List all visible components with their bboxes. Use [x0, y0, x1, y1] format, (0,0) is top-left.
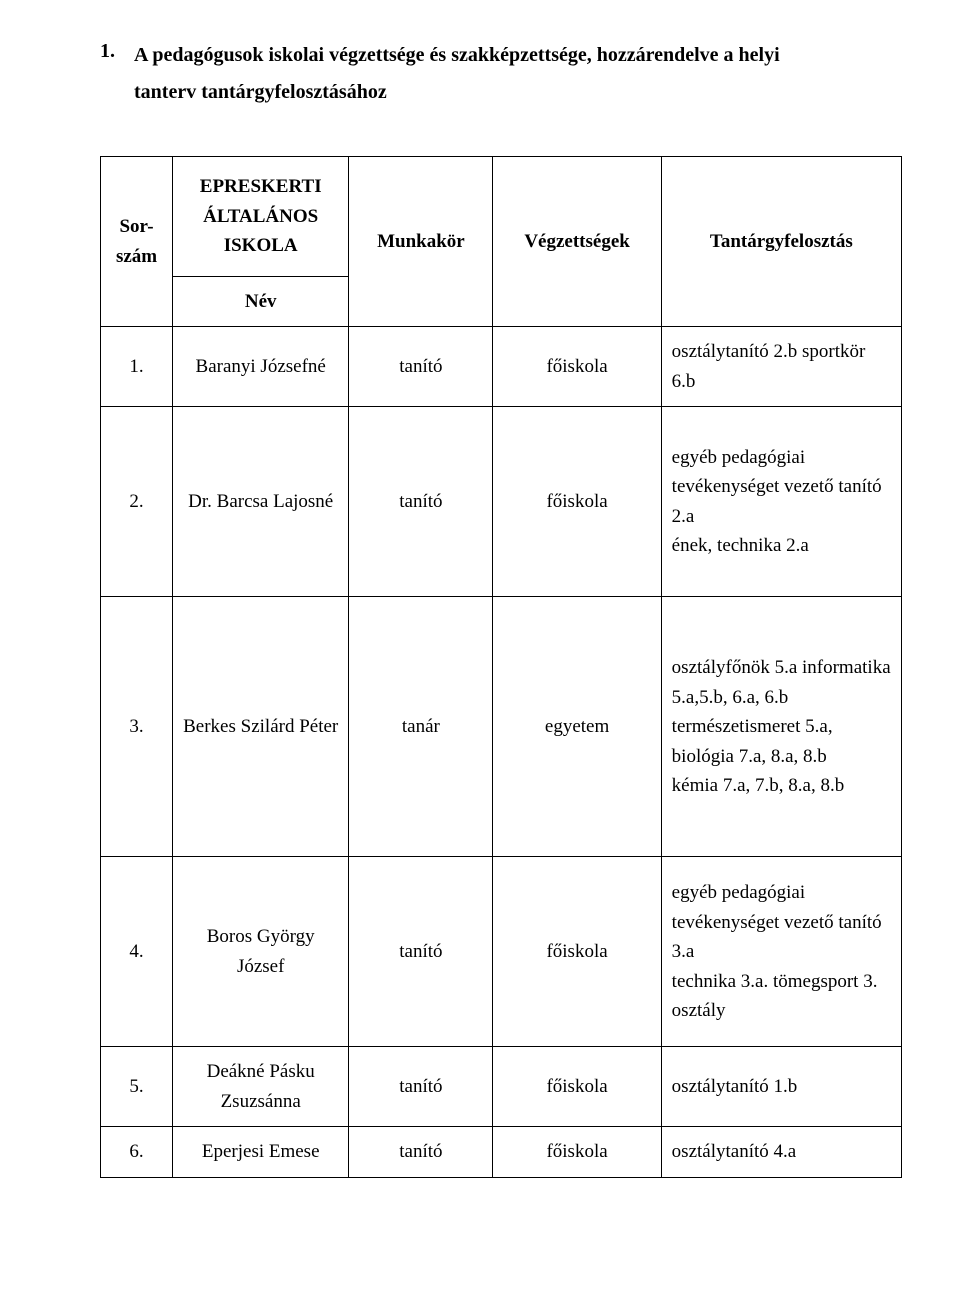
cell-name: Eperjesi Emese: [173, 1127, 349, 1177]
heading-line-2: tanterv tantárgyfelosztásához: [134, 77, 902, 108]
cell-name: Berkes Szilárd Péter: [173, 597, 349, 857]
cell-num: 4.: [101, 857, 173, 1047]
cell-tant: egyéb pedagógiai tevékenységet vezető ta…: [661, 407, 901, 597]
table-row: 5. Deákné Pásku Zsuzsánna tanító főiskol…: [101, 1047, 902, 1127]
cell-vegz: egyetem: [493, 597, 661, 857]
cell-name: Deákné Pásku Zsuzsánna: [173, 1047, 349, 1127]
cell-vegz: főiskola: [493, 327, 661, 407]
cell-tant: osztálytanító 2.b sportkör 6.b: [661, 327, 901, 407]
heading-line-1: A pedagógusok iskolai végzettsége és sza…: [134, 40, 902, 71]
table-row: 4. Boros György József tanító főiskola e…: [101, 857, 902, 1047]
cell-munk: tanító: [349, 857, 493, 1047]
cell-munk: tanító: [349, 407, 493, 597]
cell-vegz: főiskola: [493, 857, 661, 1047]
table-row: 1. Baranyi Józsefné tanító főiskola oszt…: [101, 327, 902, 407]
heading-number: 1.: [100, 40, 134, 63]
cell-vegz: főiskola: [493, 407, 661, 597]
cell-name: Boros György József: [173, 857, 349, 1047]
header-nev-top: EPRESKERTI ÁLTALÁNOS ISKOLA: [173, 157, 349, 277]
header-vegzettsegek: Végzettségek: [493, 157, 661, 327]
cell-num: 2.: [101, 407, 173, 597]
table-row: 2. Dr. Barcsa Lajosné tanító főiskola eg…: [101, 407, 902, 597]
cell-tant: osztályfőnök 5.a informatika 5.a,5.b, 6.…: [661, 597, 901, 857]
cell-name: Dr. Barcsa Lajosné: [173, 407, 349, 597]
header-sorszam: Sor-szám: [101, 157, 173, 327]
table-row: 6. Eperjesi Emese tanító főiskola osztál…: [101, 1127, 902, 1177]
cell-munk: tanító: [349, 1047, 493, 1127]
cell-tant: osztálytanító 4.a: [661, 1127, 901, 1177]
table-row: 3. Berkes Szilárd Péter tanár egyetem os…: [101, 597, 902, 857]
cell-tant: osztálytanító 1.b: [661, 1047, 901, 1127]
cell-num: 5.: [101, 1047, 173, 1127]
cell-num: 3.: [101, 597, 173, 857]
cell-munk: tanító: [349, 1127, 493, 1177]
cell-num: 6.: [101, 1127, 173, 1177]
cell-name: Baranyi Józsefné: [173, 327, 349, 407]
cell-vegz: főiskola: [493, 1047, 661, 1127]
cell-munk: tanár: [349, 597, 493, 857]
header-munkakor: Munkakör: [349, 157, 493, 327]
header-tantargy: Tantárgyfelosztás: [661, 157, 901, 327]
cell-munk: tanító: [349, 327, 493, 407]
table-header-row-1: Sor-szám EPRESKERTI ÁLTALÁNOS ISKOLA Mun…: [101, 157, 902, 277]
teachers-table: Sor-szám EPRESKERTI ÁLTALÁNOS ISKOLA Mun…: [100, 156, 902, 1178]
cell-tant: egyéb pedagógiai tevékenységet vezető ta…: [661, 857, 901, 1047]
header-nev-bottom: Név: [173, 277, 349, 327]
cell-vegz: főiskola: [493, 1127, 661, 1177]
cell-num: 1.: [101, 327, 173, 407]
